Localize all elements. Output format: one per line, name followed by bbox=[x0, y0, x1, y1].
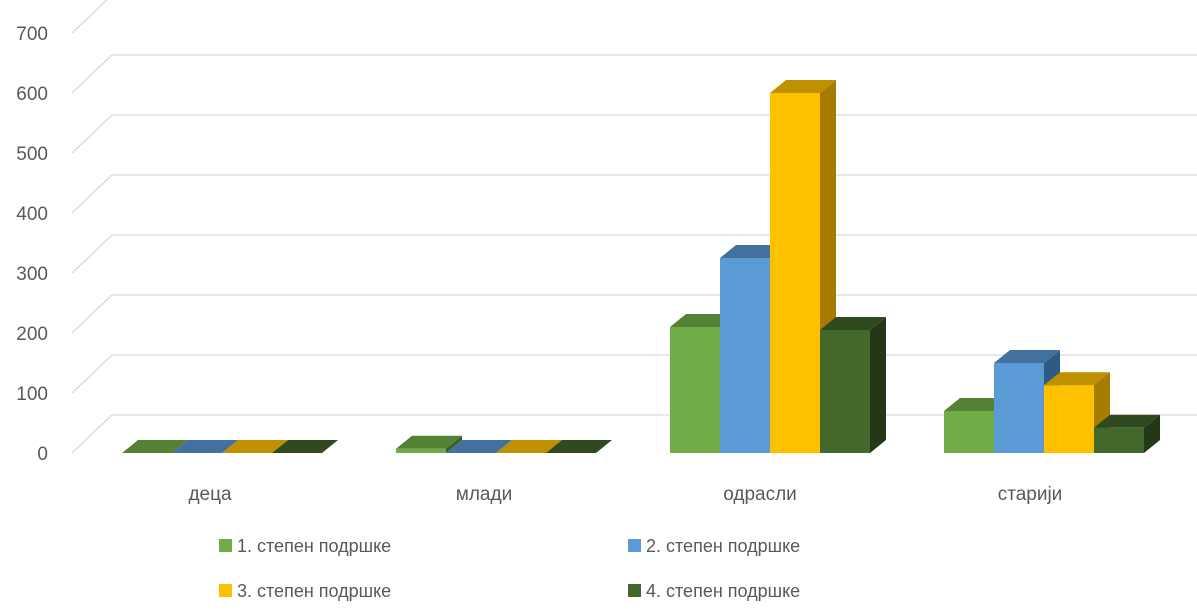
y-tick-label: 300 bbox=[16, 264, 48, 285]
bar-front bbox=[396, 448, 446, 453]
category-labels: деца млади одрасли старији bbox=[188, 484, 1062, 505]
category-label: деца bbox=[188, 484, 232, 505]
legend-item: 4. степен подршке bbox=[628, 581, 800, 601]
bar bbox=[496, 440, 562, 453]
y-tick-label: 600 bbox=[16, 84, 48, 105]
gridline bbox=[71, 54, 1197, 94]
bar-front bbox=[820, 330, 870, 453]
bar bbox=[1094, 414, 1160, 453]
legend-swatch bbox=[219, 584, 232, 597]
bar bbox=[172, 440, 238, 453]
bar-top bbox=[396, 435, 462, 449]
legend-swatch bbox=[219, 539, 232, 552]
bar-front bbox=[944, 411, 994, 453]
bar bbox=[122, 440, 188, 453]
gridline bbox=[71, 294, 1197, 334]
legend-label: 1. степен подршке bbox=[237, 536, 391, 556]
category-label: одрасли bbox=[723, 484, 797, 505]
gridline bbox=[71, 114, 1197, 154]
bar-top bbox=[496, 440, 562, 453]
legend-label: 3. степен подршке bbox=[237, 581, 391, 601]
legend-swatch bbox=[628, 584, 641, 597]
legend-item: 3. степен подршке bbox=[219, 581, 391, 601]
y-tick-label: 100 bbox=[16, 384, 48, 405]
bar-top bbox=[222, 440, 288, 453]
legend-item: 1. степен подршке bbox=[219, 536, 391, 556]
gridline bbox=[71, 0, 108, 34]
gridlines bbox=[71, 0, 1197, 454]
bar-front bbox=[720, 258, 770, 453]
bar bbox=[396, 435, 462, 453]
legend-label: 2. степен подршке bbox=[646, 536, 800, 556]
bar-top bbox=[1094, 414, 1160, 428]
y-tick-label: 700 bbox=[16, 24, 48, 45]
y-tick-label: 400 bbox=[16, 204, 48, 225]
legend-swatch bbox=[628, 539, 641, 552]
gridline bbox=[71, 174, 1197, 214]
bar bbox=[446, 440, 512, 453]
bar-front bbox=[770, 93, 820, 453]
bar-side bbox=[1144, 414, 1160, 453]
y-axis-ticks: 0 100 200 300 400 500 600 700 bbox=[16, 24, 48, 465]
bar-top bbox=[820, 317, 886, 330]
bar-side bbox=[446, 435, 462, 453]
bar bbox=[272, 440, 338, 453]
category-label: млади bbox=[456, 484, 512, 505]
bar bbox=[820, 317, 886, 453]
gridline bbox=[71, 234, 1197, 274]
category-label: старији bbox=[998, 484, 1063, 505]
bar-top bbox=[172, 440, 238, 453]
y-tick-label: 0 bbox=[37, 444, 48, 465]
bar bbox=[222, 440, 288, 453]
bar-top bbox=[944, 398, 1010, 411]
legend-label: 4. степен подршке bbox=[646, 581, 800, 601]
bar-side bbox=[870, 317, 886, 453]
bar-top bbox=[122, 440, 188, 453]
bar-top bbox=[670, 314, 736, 327]
bar-top bbox=[994, 350, 1060, 363]
bar bbox=[546, 440, 612, 453]
bar-top bbox=[770, 80, 836, 93]
bar-top bbox=[546, 440, 612, 453]
bar-front bbox=[994, 363, 1044, 453]
bars bbox=[122, 80, 1160, 453]
legend: 1. степен подршке 2. степен подршке 3. сте… bbox=[219, 536, 800, 601]
legend-item: 2. степен подршке bbox=[628, 536, 800, 556]
bar-top bbox=[720, 245, 786, 258]
bar-top bbox=[1044, 372, 1110, 386]
y-tick-label: 200 bbox=[16, 324, 48, 345]
bar-front bbox=[1044, 385, 1094, 453]
bar-front bbox=[1094, 427, 1144, 453]
y-tick-label: 500 bbox=[16, 144, 48, 165]
bar-top bbox=[272, 440, 338, 453]
bar-front bbox=[670, 327, 720, 453]
bar-top bbox=[446, 440, 512, 453]
